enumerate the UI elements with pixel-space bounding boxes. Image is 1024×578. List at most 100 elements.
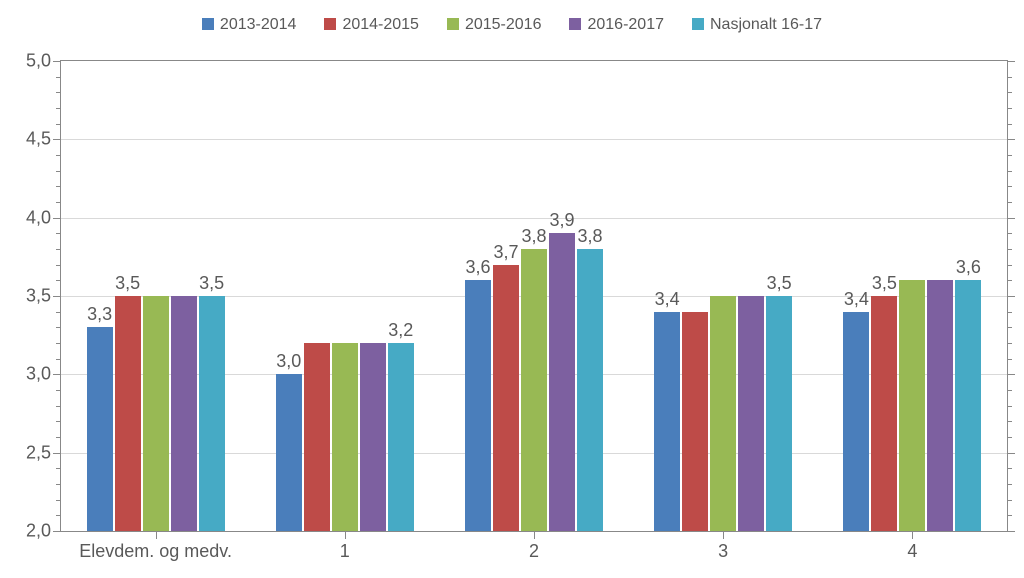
bar <box>304 343 330 531</box>
y-minor-tick <box>1007 359 1012 360</box>
bar <box>388 343 414 531</box>
bar <box>654 312 680 531</box>
y-tick <box>1007 139 1015 140</box>
y-minor-tick <box>56 155 61 156</box>
y-minor-tick <box>1007 406 1012 407</box>
legend-label: 2014-2015 <box>342 16 419 33</box>
grouped-bar-chart: 2013-2014 2014-2015 2015-2016 2016-2017 Nasj… <box>0 0 1024 578</box>
data-label: 3,2 <box>388 320 413 341</box>
y-minor-tick <box>56 327 61 328</box>
y-minor-tick <box>1007 108 1012 109</box>
legend-label: 2016-2017 <box>587 16 664 33</box>
bar <box>577 249 603 531</box>
bar <box>710 296 736 531</box>
data-label: 3,0 <box>276 351 301 372</box>
y-minor-tick <box>56 484 61 485</box>
legend-item: Nasjonalt 16-17 <box>692 16 822 34</box>
bar <box>843 312 869 531</box>
legend-item: 2015-2016 <box>447 16 542 34</box>
y-minor-tick <box>56 468 61 469</box>
data-label: 3,5 <box>199 273 224 294</box>
y-minor-tick <box>56 186 61 187</box>
x-axis-label: 1 <box>340 531 350 562</box>
y-minor-tick <box>1007 437 1012 438</box>
y-tick <box>1007 218 1015 219</box>
y-minor-tick <box>1007 92 1012 93</box>
data-label: 3,7 <box>493 242 518 263</box>
bar <box>360 343 386 531</box>
y-axis-label: 3,5 <box>26 286 61 307</box>
bar <box>465 280 491 531</box>
bar <box>171 296 197 531</box>
legend-swatch <box>202 18 214 30</box>
data-label: 3,8 <box>577 226 602 247</box>
y-minor-tick <box>1007 202 1012 203</box>
y-minor-tick <box>1007 515 1012 516</box>
bar <box>199 296 225 531</box>
y-axis-label: 2,5 <box>26 442 61 463</box>
y-minor-tick <box>1007 390 1012 391</box>
data-label: 3,6 <box>465 257 490 278</box>
y-minor-tick <box>56 437 61 438</box>
data-label: 3,5 <box>115 273 140 294</box>
y-minor-tick <box>56 171 61 172</box>
y-minor-tick <box>56 406 61 407</box>
y-minor-tick <box>1007 312 1012 313</box>
y-minor-tick <box>1007 468 1012 469</box>
data-label: 3,5 <box>872 273 897 294</box>
y-minor-tick <box>56 280 61 281</box>
y-minor-tick <box>1007 233 1012 234</box>
bar <box>927 280 953 531</box>
y-minor-tick <box>1007 265 1012 266</box>
plot-area: 2,02,53,03,54,04,55,0Elevdem. og medv.3,… <box>60 60 1008 532</box>
y-minor-tick <box>56 359 61 360</box>
bar <box>332 343 358 531</box>
y-minor-tick <box>56 343 61 344</box>
data-label: 3,4 <box>844 289 869 310</box>
y-minor-tick <box>56 92 61 93</box>
x-axis-label: Elevdem. og medv. <box>79 531 232 562</box>
x-axis-label: 2 <box>529 531 539 562</box>
x-axis-label: 3 <box>718 531 728 562</box>
y-tick <box>1007 374 1015 375</box>
y-minor-tick <box>1007 77 1012 78</box>
y-axis-label: 3,0 <box>26 364 61 385</box>
y-minor-tick <box>56 265 61 266</box>
data-label: 3,6 <box>956 257 981 278</box>
bar <box>738 296 764 531</box>
y-minor-tick <box>56 312 61 313</box>
y-axis-label: 2,0 <box>26 521 61 542</box>
y-axis-label: 4,0 <box>26 207 61 228</box>
bar <box>549 233 575 531</box>
y-minor-tick <box>56 249 61 250</box>
bar <box>143 296 169 531</box>
data-label: 3,9 <box>549 210 574 231</box>
data-label: 3,8 <box>521 226 546 247</box>
legend-item: 2014-2015 <box>324 16 419 34</box>
legend-label: Nasjonalt 16-17 <box>710 16 822 33</box>
bar <box>899 280 925 531</box>
y-tick <box>1007 453 1015 454</box>
legend-swatch <box>569 18 581 30</box>
y-minor-tick <box>56 202 61 203</box>
y-minor-tick <box>56 233 61 234</box>
y-minor-tick <box>1007 186 1012 187</box>
x-axis-label: 4 <box>907 531 917 562</box>
y-minor-tick <box>56 390 61 391</box>
y-minor-tick <box>1007 171 1012 172</box>
y-minor-tick <box>1007 327 1012 328</box>
legend-label: 2013-2014 <box>220 16 297 33</box>
bar <box>871 296 897 531</box>
legend: 2013-2014 2014-2015 2015-2016 2016-2017 Nasj… <box>0 16 1024 34</box>
data-label: 3,4 <box>655 289 680 310</box>
y-minor-tick <box>56 124 61 125</box>
legend-label: 2015-2016 <box>465 16 542 33</box>
data-label: 3,3 <box>87 304 112 325</box>
y-minor-tick <box>1007 124 1012 125</box>
bar <box>682 312 708 531</box>
y-minor-tick <box>56 421 61 422</box>
gridline <box>61 139 1007 140</box>
y-minor-tick <box>1007 249 1012 250</box>
y-minor-tick <box>1007 484 1012 485</box>
y-tick <box>1007 531 1015 532</box>
